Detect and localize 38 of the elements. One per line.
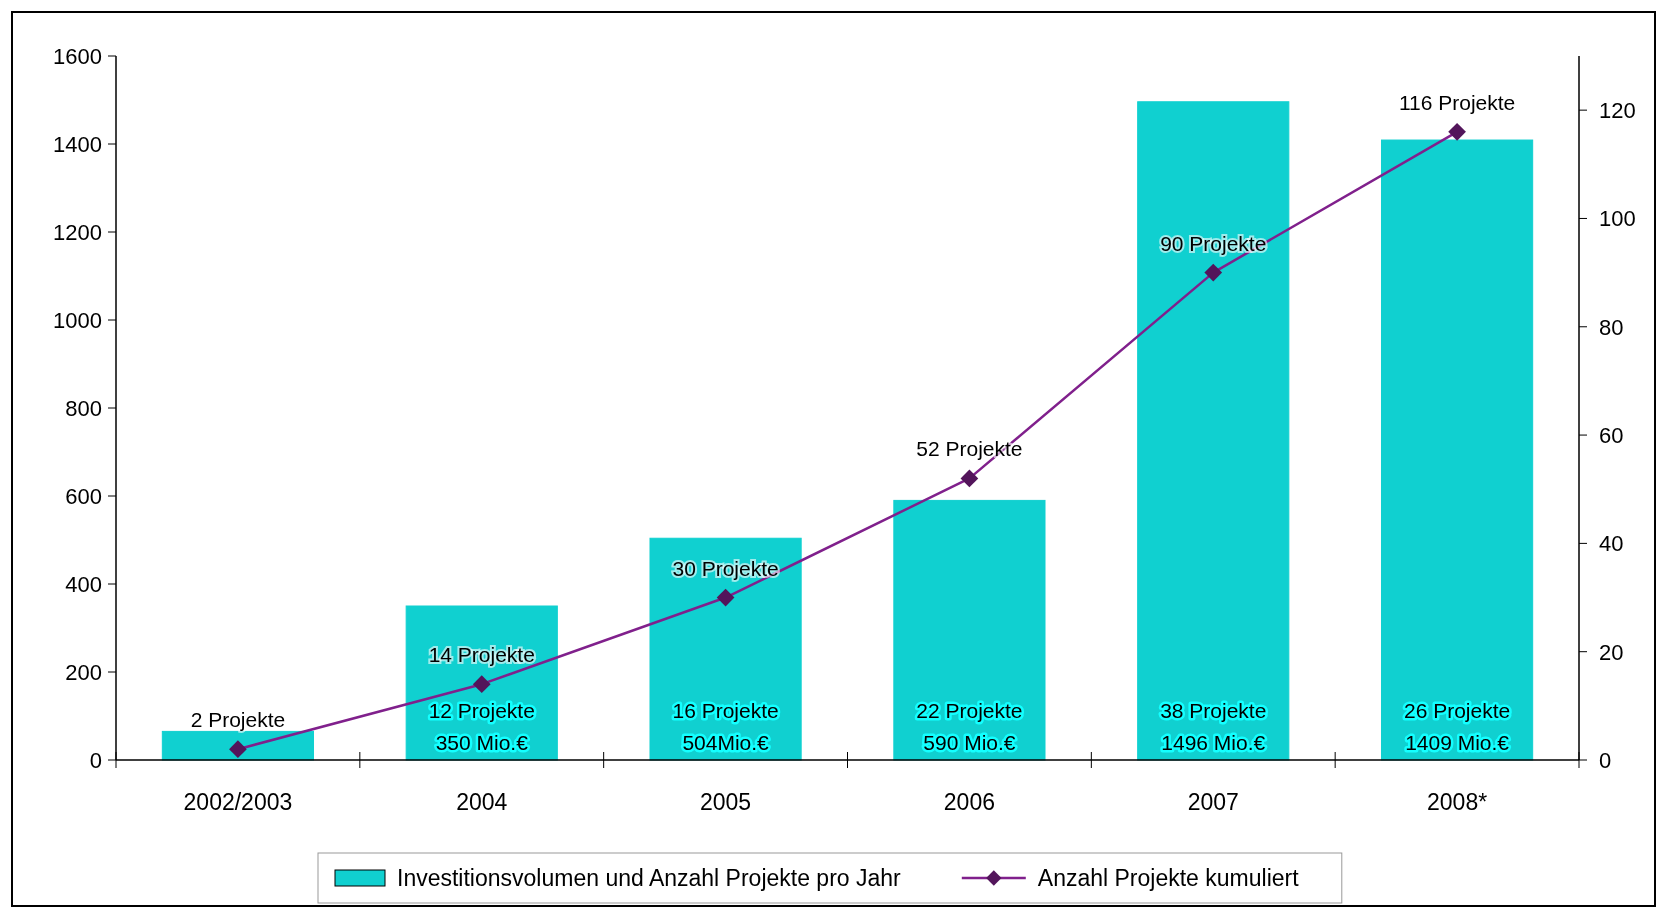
data-label: 22 Projekte 590 Mio.€ [916, 699, 1023, 754]
y2-tick-label: 60 [1599, 423, 1624, 449]
y-tick-label: 0 [89, 748, 102, 773]
data-label: 14 Projekte [428, 643, 535, 667]
x-tick-label: 2004 [456, 789, 508, 815]
y-tick-label: 1600 [53, 44, 102, 69]
y2-tick-label: 0 [1599, 748, 1612, 773]
data-label: 116 Projekte [1398, 90, 1516, 114]
data-label: 30 Projekte [672, 556, 779, 580]
data-label: 90 Projekte [1160, 231, 1267, 255]
x-tick-label: 2002/2003 [183, 789, 293, 815]
y-tick-label: 400 [65, 572, 102, 597]
y-tick-label: 1000 [53, 308, 102, 333]
legend-label: Anzahl Projekte kumuliert [1037, 865, 1300, 891]
x-tick-label: 2005 [700, 789, 752, 815]
data-label: 2 Projekte [190, 708, 286, 732]
y2-tick-label: 40 [1599, 531, 1624, 557]
y2-tick-label: 20 [1599, 639, 1624, 665]
y2-tick-label: 100 [1599, 206, 1636, 232]
y2-tick-label: 80 [1599, 314, 1624, 340]
y-tick-label: 600 [65, 484, 102, 509]
bar [1137, 101, 1290, 761]
bar [161, 730, 315, 761]
x-tick-label: 2007 [1187, 789, 1239, 815]
y-tick-label: 1400 [53, 132, 102, 157]
y-tick-label: 1200 [53, 220, 102, 245]
data-label: 38 Projekte 1496 Mio.€ [1160, 699, 1267, 754]
bar [1380, 139, 1534, 761]
y-tick-label: 800 [65, 396, 102, 421]
x-tick-label: 2006 [943, 789, 995, 815]
bar [893, 499, 1046, 761]
data-label: 12 Projekte 350 Mio.€ [428, 699, 535, 754]
x-tick-label: 2008* [1427, 789, 1488, 815]
data-label: 26 Projekte 1409 Mio.€ [1403, 699, 1511, 754]
data-label: 16 Projekte 504Mio.€ [672, 699, 779, 754]
y-tick-label: 200 [65, 660, 102, 685]
y2-tick-label: 120 [1599, 98, 1636, 124]
legend-label: Investitionsvolumen und Anzahl Projekte pro Jahr [397, 865, 902, 891]
